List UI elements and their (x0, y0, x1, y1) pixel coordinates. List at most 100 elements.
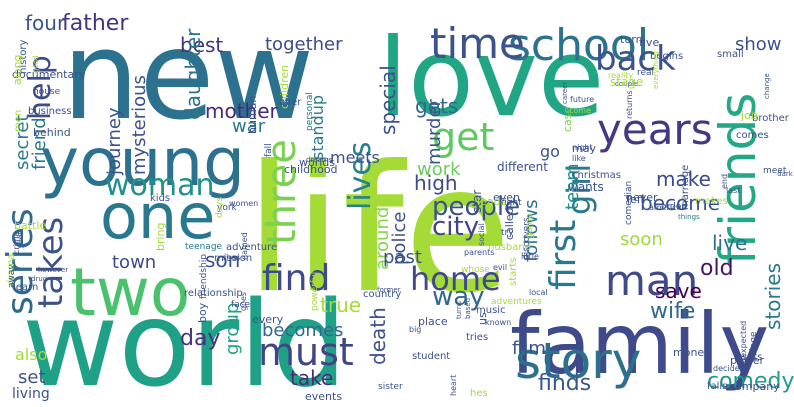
word-two: two (70, 254, 190, 331)
word-love: love (378, 16, 604, 141)
word-sister: sister (378, 382, 403, 392)
word-story: story (515, 332, 641, 390)
word-new: new (62, 5, 314, 147)
word-make: make (656, 167, 711, 191)
word-past: past (383, 247, 422, 268)
word-city: city (432, 212, 479, 242)
word-save: save (655, 279, 702, 303)
word-every: every (252, 313, 284, 326)
word-husband: husband (488, 242, 531, 253)
word-returns: returns (625, 90, 634, 119)
word-small: small (717, 49, 744, 60)
word-along: along (11, 55, 24, 85)
word-five: five (639, 36, 659, 49)
word-together: together (265, 34, 343, 55)
word-place: place (418, 315, 448, 328)
word-find: find (262, 258, 330, 299)
word-life: life (245, 129, 512, 332)
word-fight: fight (501, 198, 522, 208)
word-around: around (372, 207, 393, 270)
word-journey: journey (104, 107, 125, 176)
word-goes: goes (239, 292, 248, 311)
word-york: york (217, 203, 238, 213)
word-live: live (712, 231, 747, 255)
word-fall: fall (264, 143, 274, 157)
word-house: house (33, 87, 61, 97)
word-local: local (529, 288, 548, 297)
word-left: left (627, 193, 646, 206)
word-follows: follows (521, 200, 542, 262)
word-help: help (23, 55, 58, 120)
word-family: family (510, 295, 769, 393)
word-film: film (512, 338, 546, 359)
word-money: money (673, 346, 711, 359)
word-police: police (389, 212, 410, 265)
word-tries: tries (466, 332, 488, 343)
word-good: good (32, 56, 40, 73)
word-worlds: worlds (299, 156, 335, 169)
word-group: group (222, 303, 243, 355)
word-become: become (640, 191, 720, 215)
word-adventures: adventures (491, 297, 542, 307)
word-game: game (525, 213, 535, 239)
word-business: business (28, 106, 72, 117)
word-four: four (25, 11, 66, 35)
word-drama: drama (6, 254, 17, 286)
word-days: days (215, 196, 225, 218)
word-town: town (112, 252, 156, 273)
word-makes: makes (695, 196, 728, 207)
word-based: based (464, 298, 472, 319)
word-events: events (305, 390, 342, 403)
word-powerful: powerful (310, 272, 320, 311)
word-even: even (493, 191, 520, 204)
word-comes: comes (736, 130, 769, 141)
word-murder: murder (424, 98, 445, 165)
word-christmas: christmas (572, 170, 621, 181)
word-becomes: becomes (262, 320, 343, 341)
word-begins: begins (650, 51, 683, 62)
word-mother: mother (205, 99, 279, 123)
word-world: world (22, 275, 347, 407)
word-lives: lives (343, 141, 378, 210)
word-try: try (501, 228, 514, 238)
word-meet: meet (763, 166, 787, 176)
word-daughter: daughter (181, 28, 205, 120)
word-must: must (258, 330, 354, 374)
word-dreams: dreams (306, 156, 333, 164)
word-behind: behind (33, 126, 71, 139)
word-time: time (430, 19, 525, 68)
word-crime: crime (12, 231, 21, 254)
word-learn: learn (13, 282, 38, 293)
word-company: company (729, 380, 780, 393)
word-takes: takes (31, 217, 71, 308)
word-people: people (432, 192, 520, 222)
word-power: power (730, 354, 764, 367)
word-war: war (232, 116, 266, 137)
word-turn: turn (620, 33, 643, 46)
word-wants: wants (568, 180, 604, 194)
word-teenage: teenage (185, 242, 223, 252)
word-men: men (13, 110, 24, 132)
word-known: known (485, 318, 511, 327)
word-kids: kids (150, 193, 170, 204)
word-death: death (366, 307, 390, 365)
word-like: like (572, 154, 586, 163)
word-boy: boy (196, 302, 209, 323)
word-face: face (231, 300, 251, 310)
word-decides: decides (713, 364, 744, 373)
word-gets: gets (415, 94, 458, 118)
word-however: however (38, 266, 68, 274)
word-series: series (0, 208, 41, 315)
word-comedy: comedy (707, 369, 794, 394)
word-brother: brother (752, 113, 790, 124)
word-women: women (229, 199, 258, 208)
word-different: different (497, 160, 548, 174)
word-back: back (595, 39, 676, 79)
word-meets: meets (330, 148, 380, 167)
word-come: come (569, 106, 591, 115)
word-battle: battle (14, 219, 46, 232)
word-man: man (605, 256, 698, 305)
word-true: true (320, 293, 361, 317)
word-us: us (476, 312, 489, 325)
